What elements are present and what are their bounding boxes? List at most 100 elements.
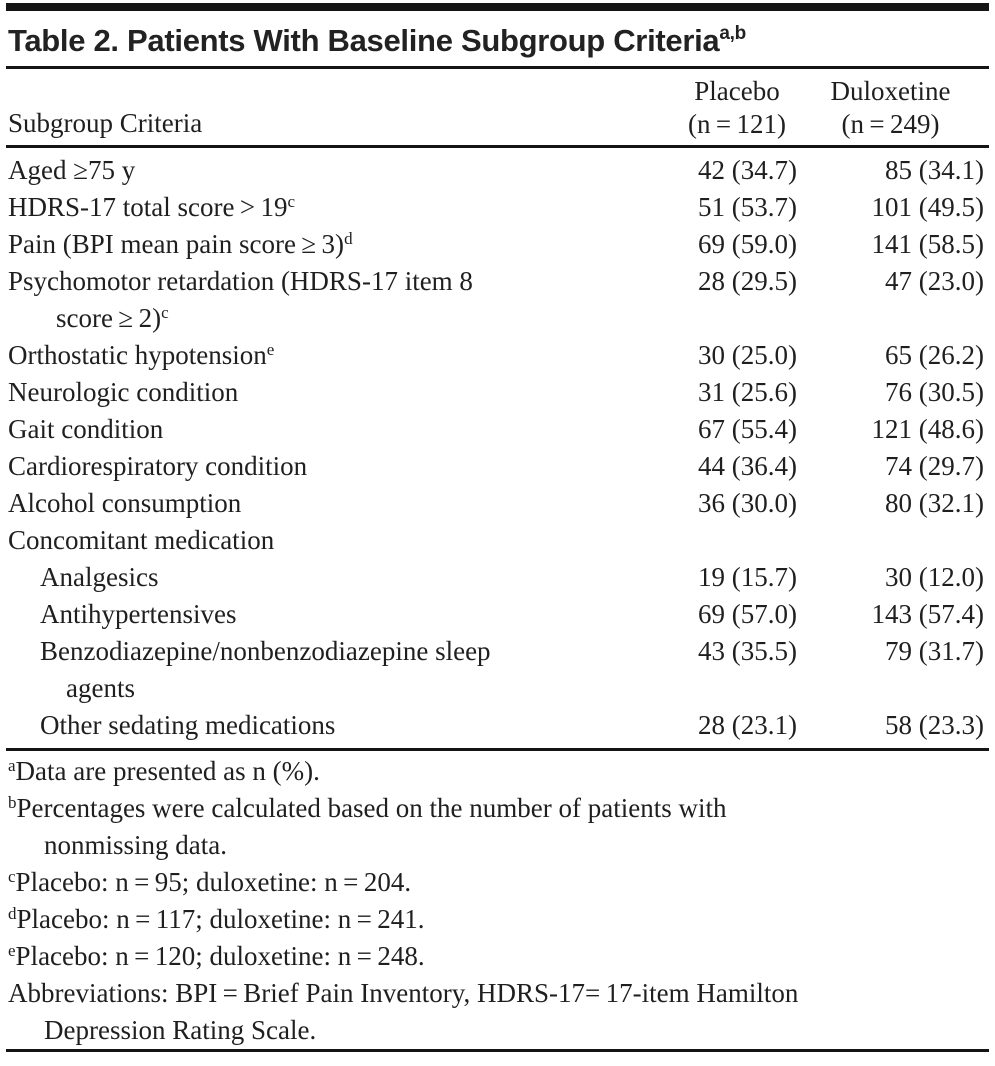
- row-label-text: Aged ≥75 y: [8, 155, 136, 185]
- row-label-text: HDRS-17 total score > 19: [8, 192, 288, 222]
- footnote-continuation: nonmissing data.: [44, 830, 227, 860]
- row-label-line: Pain (BPI mean pain score ≥ 3)d: [8, 226, 677, 263]
- placebo-value: 31 (25.6): [698, 377, 797, 407]
- title-divider-rule: [6, 66, 989, 69]
- placebo-value: 69 (59.0): [698, 229, 797, 259]
- row-label-cell: Concomitant medication: [8, 522, 677, 559]
- footnotes: aData are presented as n (%). bPercentage…: [6, 751, 989, 1049]
- duloxetine-value: 121 (48.6): [871, 414, 984, 444]
- footnote-superscript: a: [8, 756, 16, 775]
- column-header-subgroup-criteria: Subgroup Criteria: [8, 108, 203, 138]
- footnote-line: Abbreviations: BPI = Brief Pain Inventor…: [8, 975, 984, 1012]
- footnote-continuation: Depression Rating Scale.: [44, 1015, 317, 1045]
- placebo-header-label: Placebo: [694, 76, 780, 106]
- row-label-text: Other sedating medications: [40, 710, 336, 740]
- row-label-text: agents: [66, 673, 135, 703]
- row-label-cell: HDRS-17 total score > 19c: [8, 189, 677, 226]
- row-label-text: Analgesics: [40, 562, 159, 592]
- row-label-text: score ≥ 2): [56, 303, 162, 333]
- body-divider-rule: [6, 748, 989, 751]
- row-label-line: Other sedating medications: [8, 707, 677, 744]
- table-row: Gait condition 67 (55.4) 121 (48.6): [6, 411, 989, 448]
- duloxetine-value: 143 (57.4): [871, 599, 984, 629]
- table-row: Psychomotor retardation (HDRS-17 item 8 s…: [6, 263, 989, 337]
- row-label-text: Concomitant medication: [8, 525, 275, 555]
- table-row: Pain (BPI mean pain score ≥ 3)d 69 (59.0)…: [6, 226, 989, 263]
- duloxetine-value: 74 (29.7): [885, 451, 984, 481]
- footnote-text: Data are presented as n (%).: [15, 756, 320, 786]
- row-label-line: Analgesics: [8, 559, 677, 596]
- footnote-superscript: b: [8, 793, 17, 812]
- footnote-superscript: c: [8, 867, 16, 886]
- duloxetine-value: 30 (12.0): [885, 562, 984, 592]
- table-2-figure: Table 2. Patients With Baseline Subgroup…: [0, 3, 995, 1052]
- row-label-text: Orthostatic hypotension: [8, 340, 267, 370]
- row-label-text: Benzodiazepine/nonbenzodiazepine sleep: [40, 636, 491, 666]
- duloxetine-value: 79 (31.7): [885, 636, 984, 666]
- row-label-cell: Aged ≥75 y: [8, 152, 677, 189]
- placebo-value: 43 (35.5): [698, 636, 797, 666]
- top-rule: [6, 3, 989, 11]
- duloxetine-value: 80 (32.1): [885, 488, 984, 518]
- table-row: Analgesics 19 (15.7) 30 (12.0): [6, 559, 989, 596]
- row-label-text: Cardiorespiratory condition: [8, 451, 308, 481]
- row-label-cell: Cardiorespiratory condition: [8, 448, 677, 485]
- row-label-line: Psychomotor retardation (HDRS-17 item 8: [8, 263, 677, 300]
- footnote: ePlacebo: n = 120; duloxetine: n = 248.: [8, 938, 984, 975]
- placebo-value: 28 (29.5): [698, 266, 797, 296]
- table-row: Cardiorespiratory condition 44 (36.4) 74 (…: [6, 448, 989, 485]
- row-label-cell: Antihypertensives: [8, 596, 677, 633]
- placebo-value: 19 (15.7): [698, 562, 797, 592]
- column-header-placebo: Placebo (n = 121): [677, 75, 797, 141]
- row-label-cell: Neurologic condition: [8, 374, 677, 411]
- duloxetine-value: 65 (26.2): [885, 340, 984, 370]
- row-label-superscript: c: [161, 303, 169, 322]
- placebo-header-n: (n = 121): [687, 109, 787, 139]
- column-header-duloxetine: Duloxetine (n = 249): [797, 75, 984, 141]
- row-label-cell: Gait condition: [8, 411, 677, 448]
- table-title-superscript: a,b: [719, 23, 746, 44]
- placebo-value: 36 (30.0): [698, 488, 797, 518]
- footnote-text: Placebo: n = 117; duloxetine: n = 241.: [16, 904, 425, 934]
- placebo-value: 67 (55.4): [698, 414, 797, 444]
- table-row: Alcohol consumption 36 (30.0) 80 (32.1): [6, 485, 989, 522]
- duloxetine-value: 58 (23.3): [885, 710, 984, 740]
- table-row: Concomitant medication: [6, 522, 989, 559]
- placebo-value: 69 (57.0): [698, 599, 797, 629]
- footnote-line: cPlacebo: n = 95; duloxetine: n = 204.: [8, 864, 984, 901]
- footnote-superscript: d: [8, 904, 17, 923]
- row-label-superscript: e: [266, 340, 275, 359]
- row-label-line: Gait condition: [8, 411, 677, 448]
- footnote-line: bPercentages were calculated based on th…: [8, 790, 984, 827]
- row-label-line: Aged ≥75 y: [8, 152, 677, 189]
- placebo-value: 28 (23.1): [698, 710, 797, 740]
- placebo-value: 51 (53.7): [698, 192, 797, 222]
- header-divider-rule: [6, 145, 989, 148]
- footnote-line: aData are presented as n (%).: [8, 753, 984, 790]
- row-label-continuation: agents: [8, 670, 677, 707]
- table-title: Table 2. Patients With Baseline Subgroup…: [6, 11, 989, 66]
- footnote: dPlacebo: n = 117; duloxetine: n = 241.: [8, 901, 984, 938]
- row-label-line: Benzodiazepine/nonbenzodiazepine sleep: [8, 633, 677, 670]
- table-title-text: Table 2. Patients With Baseline Subgroup…: [8, 23, 720, 58]
- row-label-text: Gait condition: [8, 414, 164, 444]
- footnote-superscript: e: [8, 941, 16, 960]
- row-label-text: Neurologic condition: [8, 377, 239, 407]
- duloxetine-value: 101 (49.5): [871, 192, 984, 222]
- footnote: cPlacebo: n = 95; duloxetine: n = 204.: [8, 864, 984, 901]
- row-label-cell: Other sedating medications: [8, 707, 677, 744]
- table-row: Antihypertensives 69 (57.0) 143 (57.4): [6, 596, 989, 633]
- row-label-cell: Orthostatic hypotensione: [8, 337, 677, 374]
- row-label-cell: Benzodiazepine/nonbenzodiazepine sleep ag…: [8, 633, 677, 707]
- row-label-line: Orthostatic hypotensione: [8, 337, 677, 374]
- duloxetine-header-label: Duloxetine: [830, 76, 951, 106]
- table-header-row: Subgroup Criteria Placebo (n = 121) Dulo…: [6, 69, 989, 145]
- placebo-value: 30 (25.0): [698, 340, 797, 370]
- placebo-value: 42 (34.7): [698, 155, 797, 185]
- row-label-continuation: score ≥ 2)c: [8, 300, 677, 337]
- row-label-superscript: c: [287, 192, 296, 211]
- duloxetine-header-n: (n = 249): [841, 109, 940, 139]
- footnote: Abbreviations: BPI = Brief Pain Inventor…: [8, 975, 984, 1049]
- table-row: Benzodiazepine/nonbenzodiazepine sleep ag…: [6, 633, 989, 707]
- row-label-cell: Analgesics: [8, 559, 677, 596]
